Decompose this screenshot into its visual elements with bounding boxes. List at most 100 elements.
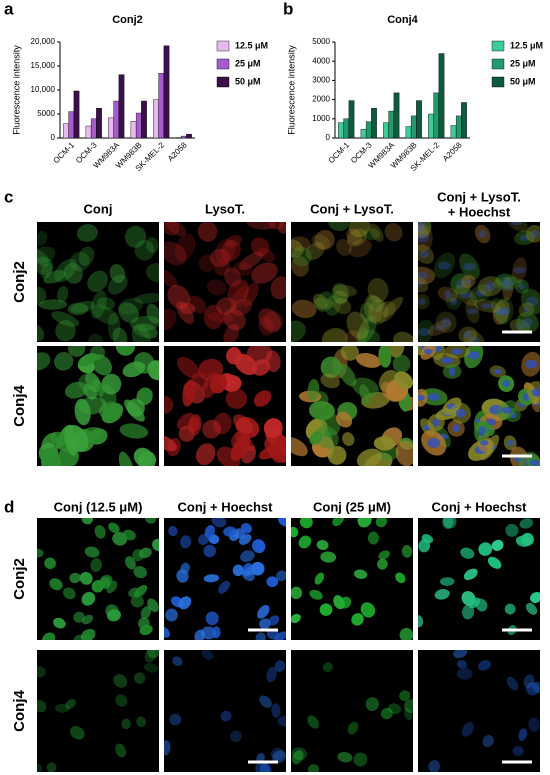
micrograph <box>37 518 159 640</box>
cell <box>266 666 277 683</box>
cell <box>214 239 236 264</box>
cell <box>37 548 44 558</box>
cell <box>176 569 189 583</box>
cell <box>319 603 333 616</box>
cell <box>532 681 540 694</box>
cell <box>40 262 53 279</box>
cell <box>174 233 196 262</box>
cell <box>278 518 286 527</box>
column-header: Conj (12.5 μM) <box>54 499 143 514</box>
cell <box>146 237 159 254</box>
nucleus <box>522 318 533 328</box>
bar <box>433 92 440 139</box>
panel-letter: a <box>4 0 14 18</box>
cell <box>291 747 308 761</box>
image-bg <box>164 650 286 772</box>
cell <box>168 526 178 537</box>
cell <box>76 224 98 242</box>
bar <box>393 92 400 139</box>
cell <box>333 297 352 315</box>
cell <box>421 534 434 544</box>
cell <box>257 605 270 619</box>
nucleus <box>510 222 523 226</box>
nucleus <box>530 229 539 238</box>
cell <box>109 264 126 283</box>
cell <box>144 650 157 663</box>
cell <box>266 628 279 640</box>
cell <box>133 672 146 684</box>
nucleus <box>495 308 508 316</box>
cell <box>519 518 534 529</box>
cell <box>461 722 474 737</box>
image-bg <box>291 222 413 342</box>
cell <box>442 518 454 529</box>
micrograph <box>164 346 286 466</box>
cells <box>37 346 159 466</box>
cell <box>79 571 93 585</box>
cell <box>482 735 494 747</box>
cell <box>194 629 206 640</box>
cell <box>78 246 95 266</box>
cells <box>164 346 286 466</box>
bar <box>118 74 125 139</box>
cell <box>333 290 348 305</box>
cell <box>478 542 493 556</box>
y-axis-label: Fluorescence intensity <box>286 45 296 135</box>
cell <box>315 291 334 313</box>
cell <box>100 574 113 586</box>
cell <box>37 246 56 264</box>
cell <box>91 304 119 325</box>
cell <box>209 374 228 394</box>
panel-letter: d <box>4 497 14 516</box>
cell <box>340 346 359 361</box>
cell <box>366 295 385 312</box>
cell <box>37 352 51 371</box>
cell <box>258 443 284 460</box>
bar <box>153 99 159 139</box>
x-tick-label: A2058 <box>166 140 189 163</box>
cell <box>268 222 285 230</box>
cell <box>255 762 270 772</box>
cell <box>450 273 472 295</box>
nucleus <box>468 336 480 342</box>
cell <box>118 297 144 315</box>
cell <box>133 566 147 579</box>
cell <box>226 347 242 365</box>
cell <box>239 533 252 545</box>
nucleus <box>418 222 426 232</box>
cell <box>37 256 54 276</box>
cell <box>90 558 102 573</box>
cell <box>232 564 244 577</box>
cell <box>101 373 122 395</box>
nucleus <box>515 323 525 330</box>
cell <box>118 451 135 466</box>
cell <box>374 301 396 323</box>
micrograph <box>291 222 413 342</box>
legend-label: 50 μM <box>510 76 536 86</box>
nucleus <box>523 305 530 314</box>
nucleus <box>427 393 441 401</box>
nucleus <box>479 229 486 239</box>
cell <box>487 556 502 569</box>
bar <box>455 115 462 139</box>
cell <box>514 279 530 294</box>
cell <box>105 604 119 618</box>
cell <box>67 302 89 316</box>
bar <box>141 100 147 139</box>
cell <box>209 248 231 267</box>
cell <box>428 760 440 772</box>
bar <box>180 135 187 139</box>
bar <box>96 108 102 139</box>
cell <box>69 725 85 740</box>
cell <box>108 522 120 534</box>
cell <box>197 222 218 242</box>
cell <box>327 445 347 465</box>
nucleus <box>502 380 510 388</box>
cell <box>491 298 509 324</box>
cell <box>164 222 180 236</box>
cell <box>375 518 388 528</box>
cell <box>313 297 336 309</box>
cell <box>307 715 319 729</box>
cell <box>112 327 128 342</box>
column-header: Conj + LysoT. <box>310 201 394 216</box>
